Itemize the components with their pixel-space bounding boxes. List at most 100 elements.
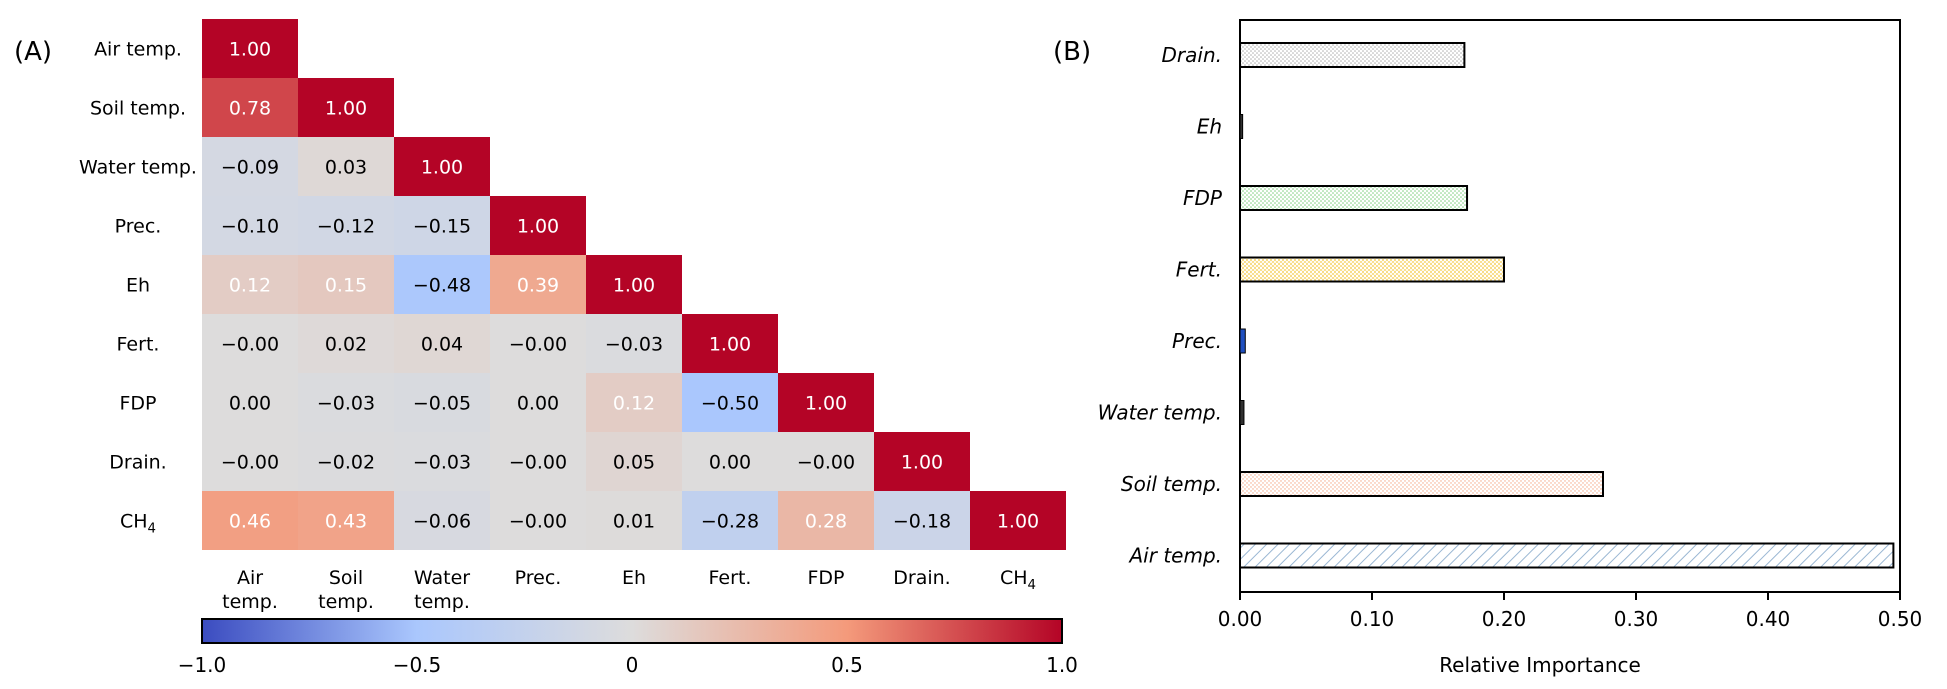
heatmap-cell bbox=[874, 491, 970, 550]
heatmap-cell bbox=[394, 432, 490, 491]
heatmap-cell-value: 0.12 bbox=[613, 393, 655, 415]
heatmap-cell bbox=[490, 314, 586, 373]
heatmap-cell bbox=[202, 373, 298, 432]
heatmap-cell-value: 1.00 bbox=[229, 39, 271, 61]
heatmap-cell bbox=[874, 432, 970, 491]
heatmap-cell bbox=[394, 491, 490, 550]
bar-category-label: Prec. bbox=[1172, 329, 1222, 353]
heatmap-cell bbox=[298, 491, 394, 550]
heatmap-cell bbox=[394, 137, 490, 196]
heatmap-cell bbox=[586, 432, 682, 491]
heatmap-cells: 1.00 0.78 1.00 −0.09 0.03 1.00 −0.10 −0.12 −0.15… bbox=[202, 19, 1066, 550]
bar-x-tick-label: 0.00 bbox=[1218, 607, 1263, 631]
heatmap-cell bbox=[202, 314, 298, 373]
heatmap-cell-value: 0.15 bbox=[325, 275, 367, 297]
heatmap-cell-value: −0.03 bbox=[317, 393, 375, 415]
bar-category-label: FDP bbox=[1183, 186, 1223, 210]
bar-category-labels: Drain. Eh FDP Fert. Prec. Water temp. Soil tem… bbox=[1098, 43, 1223, 568]
bar-x-tick-label: 0.40 bbox=[1746, 607, 1791, 631]
bar-category-label: Fert. bbox=[1176, 258, 1222, 282]
heatmap-column-label: FDP bbox=[807, 567, 844, 589]
heatmap-column-label: Fert. bbox=[709, 567, 752, 589]
heatmap-cell-value: −0.03 bbox=[605, 334, 663, 356]
heatmap-cell bbox=[394, 255, 490, 314]
heatmap-column-label: Air bbox=[237, 567, 263, 589]
heatmap-cell-value: −0.03 bbox=[413, 452, 471, 474]
heatmap-cell-value: 1.00 bbox=[805, 393, 847, 415]
heatmap-cell-value: 1.00 bbox=[901, 452, 943, 474]
heatmap-column-label: temp. bbox=[414, 591, 470, 613]
heatmap-cell bbox=[394, 373, 490, 432]
heatmap-row-label: Eh bbox=[126, 275, 150, 297]
heatmap-cell-value: −0.00 bbox=[797, 452, 855, 474]
heatmap-row-label: Fert. bbox=[117, 334, 160, 356]
heatmap-cell bbox=[778, 491, 874, 550]
heatmap-row-label: CH4 bbox=[120, 511, 156, 537]
heatmap-cell bbox=[298, 137, 394, 196]
heatmap-cell bbox=[202, 255, 298, 314]
bar-category-label: Water temp. bbox=[1098, 401, 1222, 425]
heatmap-cell-value: 1.00 bbox=[709, 334, 751, 356]
heatmap-cell-value: 0.78 bbox=[229, 98, 271, 120]
heatmap-cell bbox=[202, 78, 298, 137]
heatmap-cell-value: 0.02 bbox=[325, 334, 367, 356]
bar bbox=[1239, 471, 1604, 497]
heatmap-cell bbox=[490, 255, 586, 314]
heatmap-cell-value: 0.01 bbox=[613, 511, 655, 533]
heatmap-column-label: temp. bbox=[222, 591, 278, 613]
bar-category-label: Drain. bbox=[1162, 43, 1222, 67]
bar-plot-frame bbox=[1239, 19, 1901, 593]
colorbar-tick-label: −0.5 bbox=[393, 653, 442, 677]
heatmap-column-label: temp. bbox=[318, 591, 374, 613]
heatmap-column-label: Eh bbox=[622, 567, 646, 589]
colorbar-tick-label: 0 bbox=[626, 653, 639, 677]
heatmap-cell-value: 0.00 bbox=[517, 393, 559, 415]
heatmap-cell bbox=[298, 255, 394, 314]
heatmap-cell-value: 0.39 bbox=[517, 275, 559, 297]
heatmap-cell-value: 0.46 bbox=[229, 511, 271, 533]
bar bbox=[1239, 114, 1244, 139]
heatmap-row-labels: Air temp. Soil temp. Water temp. Prec. Eh Fer… bbox=[79, 39, 197, 537]
heatmap-cell-value: −0.10 bbox=[221, 216, 279, 238]
heatmap-column-label: CH4 bbox=[1000, 567, 1036, 593]
heatmap-cell bbox=[586, 491, 682, 550]
bar bbox=[1239, 542, 1895, 569]
bar-x-tick-label: 0.30 bbox=[1614, 607, 1659, 631]
heatmap-cell-value: 0.04 bbox=[421, 334, 463, 356]
bar bbox=[1239, 185, 1469, 211]
heatmap-cell-value: 1.00 bbox=[421, 157, 463, 179]
heatmap-cell bbox=[682, 432, 778, 491]
heatmap-cell-value: −0.05 bbox=[413, 393, 471, 415]
colorbar-tick-label: −1.0 bbox=[178, 653, 227, 677]
heatmap-cell-value: −0.00 bbox=[221, 452, 279, 474]
colorbar-ticks: −1.0 −0.5 0 0.5 1.0 bbox=[178, 653, 1078, 677]
heatmap-cell bbox=[778, 432, 874, 491]
heatmap-cell-value: 0.00 bbox=[229, 393, 271, 415]
heatmap-column-label: Prec. bbox=[515, 567, 562, 589]
heatmap-cell bbox=[394, 314, 490, 373]
panel-a-label: (A) bbox=[14, 37, 52, 67]
heatmap-cell bbox=[490, 196, 586, 255]
heatmap-cell-value: −0.15 bbox=[413, 216, 471, 238]
heatmap-column-label: Drain. bbox=[893, 567, 950, 589]
heatmap-cell bbox=[586, 255, 682, 314]
panel-b-label: (B) bbox=[1053, 37, 1091, 67]
heatmap-cell bbox=[586, 314, 682, 373]
heatmap-cell-value: −0.50 bbox=[701, 393, 759, 415]
heatmap-cell bbox=[682, 373, 778, 432]
heatmap-cell bbox=[490, 373, 586, 432]
heatmap-cell bbox=[298, 314, 394, 373]
heatmap-cell-value: −0.02 bbox=[317, 452, 375, 474]
heatmap-cell bbox=[298, 373, 394, 432]
heatmap-cell bbox=[490, 432, 586, 491]
heatmap-cell-value: −0.06 bbox=[413, 511, 471, 533]
bar-category-label: Eh bbox=[1197, 115, 1222, 139]
colorbar-tick-label: 1.0 bbox=[1046, 653, 1078, 677]
heatmap-cell bbox=[778, 373, 874, 432]
bar bbox=[1239, 400, 1245, 425]
heatmap-cell bbox=[202, 137, 298, 196]
heatmap-cell-value: 1.00 bbox=[613, 275, 655, 297]
heatmap-cell-value: −0.00 bbox=[509, 334, 567, 356]
colorbar bbox=[201, 618, 1063, 644]
